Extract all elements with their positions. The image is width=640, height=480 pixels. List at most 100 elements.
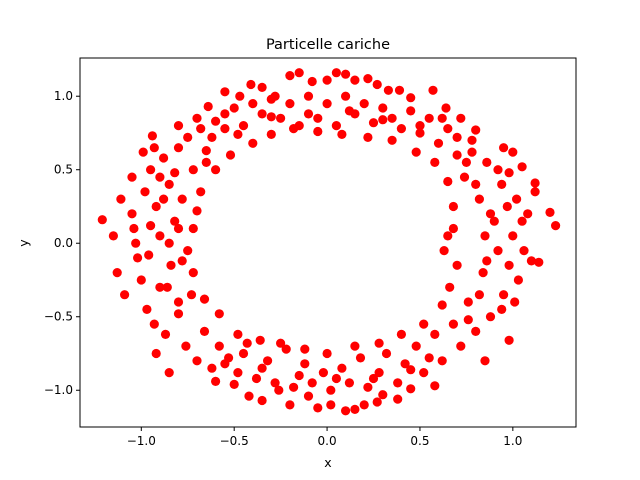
- data-point: [238, 348, 249, 359]
- data-point: [211, 165, 221, 175]
- data-point: [289, 382, 299, 392]
- data-point: [138, 147, 148, 157]
- data-point: [504, 168, 514, 178]
- data-point: [173, 297, 184, 307]
- data-point: [214, 309, 224, 319]
- data-point: [511, 194, 522, 204]
- data-point: [478, 268, 488, 278]
- data-point: [424, 353, 434, 363]
- data-point: [192, 113, 202, 123]
- data-point: [433, 138, 444, 148]
- data-point: [149, 143, 159, 153]
- data-point: [545, 207, 555, 217]
- data-point: [303, 91, 314, 101]
- data-point: [459, 172, 470, 182]
- data-point: [400, 359, 410, 369]
- data-point: [220, 87, 230, 97]
- data-point: [448, 223, 458, 234]
- data-point: [517, 216, 527, 226]
- data-point: [331, 121, 341, 131]
- data-point: [337, 129, 347, 139]
- x-tick-label: −0.5: [220, 434, 249, 448]
- data-point: [441, 103, 451, 113]
- data-point: [341, 91, 351, 101]
- data-point: [452, 260, 462, 270]
- data-point: [526, 256, 537, 266]
- data-point: [313, 113, 323, 123]
- data-point: [513, 275, 524, 285]
- plot-area-frame: [79, 57, 577, 428]
- data-point: [307, 76, 317, 87]
- y-tick-label: −0.5: [44, 310, 73, 324]
- data-point: [166, 260, 176, 270]
- data-point: [411, 147, 421, 157]
- data-point: [257, 363, 267, 373]
- data-point: [255, 335, 265, 345]
- data-point: [127, 172, 137, 182]
- data-point: [517, 162, 527, 172]
- data-point: [151, 348, 161, 359]
- data-point: [350, 341, 360, 351]
- data-point: [164, 368, 174, 378]
- data-point: [188, 223, 198, 234]
- data-point: [196, 187, 206, 197]
- data-point: [519, 246, 529, 256]
- x-tick-label: 0.5: [410, 434, 429, 448]
- y-axis-label: y: [16, 239, 31, 247]
- data-point: [437, 300, 447, 310]
- data-point: [467, 135, 477, 145]
- data-point: [201, 157, 211, 167]
- data-point: [381, 348, 392, 359]
- data-point: [456, 113, 466, 123]
- data-point: [331, 68, 341, 78]
- data-point: [359, 400, 369, 410]
- data-point: [160, 329, 171, 339]
- data-point: [266, 112, 276, 122]
- data-point: [419, 319, 429, 329]
- data-point: [419, 368, 429, 378]
- data-point: [159, 153, 169, 163]
- data-point: [396, 124, 406, 134]
- data-point: [285, 99, 295, 109]
- data-point: [233, 368, 243, 378]
- y-tick-label: −1.0: [44, 383, 73, 397]
- data-point: [229, 379, 239, 389]
- x-tick-label: −1.0: [127, 434, 156, 448]
- data-point: [499, 290, 509, 300]
- data-point: [285, 400, 295, 410]
- data-point: [120, 290, 130, 300]
- data-point: [274, 385, 284, 395]
- data-point: [307, 378, 317, 388]
- data-point: [162, 282, 172, 292]
- data-point: [428, 85, 438, 95]
- data-point: [183, 132, 193, 142]
- data-point: [318, 368, 328, 378]
- data-point: [341, 69, 351, 79]
- x-tick-label: 0.0: [318, 434, 337, 448]
- data-point: [363, 74, 373, 84]
- data-point: [203, 101, 213, 112]
- data-point: [368, 118, 379, 128]
- data-point: [452, 150, 462, 160]
- data-point: [300, 359, 310, 369]
- data-point: [276, 113, 286, 123]
- data-point: [183, 246, 193, 256]
- data-point: [471, 125, 481, 135]
- data-point: [474, 194, 484, 204]
- data-point: [437, 113, 447, 123]
- data-point: [129, 223, 139, 234]
- data-point: [448, 319, 458, 329]
- data-point: [246, 79, 256, 90]
- data-point: [378, 103, 388, 113]
- data-point: [133, 253, 143, 263]
- data-point: [493, 165, 503, 175]
- data-point: [220, 124, 230, 134]
- data-point: [471, 179, 481, 189]
- data-point: [430, 329, 440, 339]
- data-point: [170, 216, 180, 226]
- data-point: [285, 71, 295, 81]
- data-point: [201, 146, 211, 156]
- data-point: [116, 194, 126, 204]
